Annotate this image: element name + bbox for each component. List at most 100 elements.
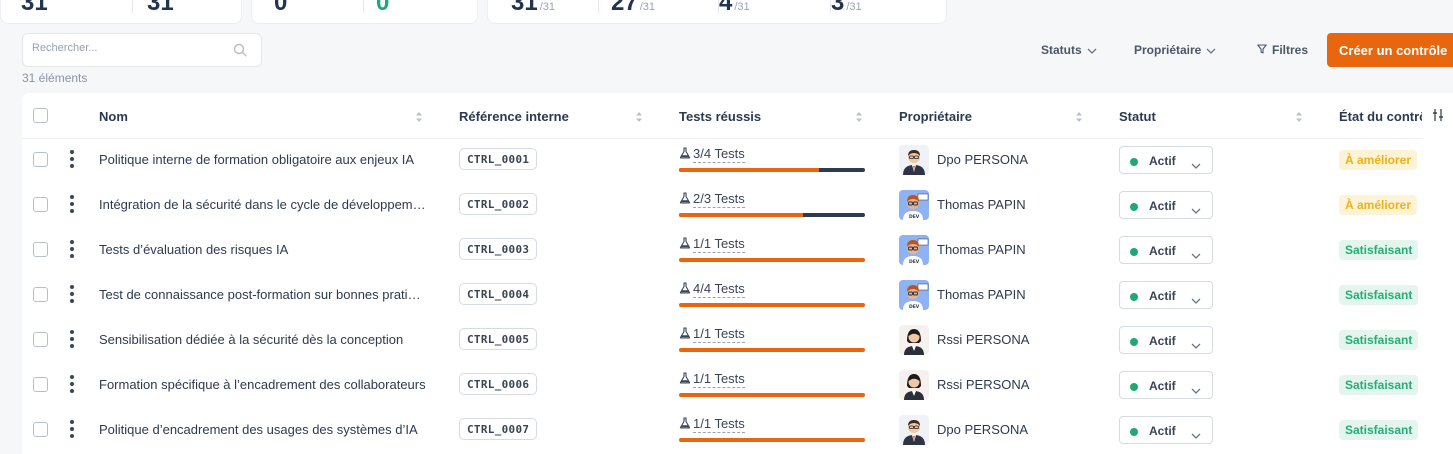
more-vertical-icon[interactable] xyxy=(70,330,76,350)
sort-icon[interactable] xyxy=(635,111,643,123)
table-row[interactable]: Sensibilisation dédiée à la sécurité dès… xyxy=(22,318,1453,363)
column-header-etat[interactable]: État du contrôle xyxy=(1339,109,1422,124)
avatar xyxy=(899,415,929,445)
chevron-down-icon xyxy=(1191,246,1201,264)
table-row[interactable]: Politique interne de formation obligatoi… xyxy=(22,138,1453,183)
stat-card-tests: 31/31 27/31 4/31 3/31 xyxy=(487,0,947,24)
search-box[interactable] xyxy=(22,33,262,67)
status-dot xyxy=(1130,203,1138,211)
control-name[interactable]: Politique interne de formation obligatoi… xyxy=(99,152,415,167)
status-dropdown[interactable]: Actif xyxy=(1119,146,1213,174)
table-row[interactable]: Formation spécifique à l’encadrement des… xyxy=(22,363,1453,408)
column-header-tests[interactable]: Tests réussis xyxy=(679,109,762,124)
status-dropdown[interactable]: Actif xyxy=(1119,371,1213,399)
progress-fill xyxy=(679,348,865,352)
tests-link[interactable]: 1/1 Tests xyxy=(679,371,745,388)
reference-badge[interactable]: CTRL_0006 xyxy=(459,373,538,395)
owner-name: Thomas PAPIN xyxy=(937,242,1026,257)
chevron-down-icon xyxy=(1087,43,1097,57)
search-input[interactable] xyxy=(32,42,222,54)
owner-name: Rssi PERSONA xyxy=(937,332,1030,347)
sort-icon[interactable] xyxy=(1075,111,1083,123)
control-name[interactable]: Politique d’encadrement des usages des s… xyxy=(99,422,418,437)
header-overlay xyxy=(1422,93,1453,139)
avatar: DEV xyxy=(899,235,929,265)
tests-link[interactable]: 4/4 Tests xyxy=(679,281,745,298)
tests-progress-bar xyxy=(679,168,865,172)
column-header-proprietaire[interactable]: Propriétaire xyxy=(899,109,972,124)
status-dropdown[interactable]: Actif xyxy=(1119,416,1213,444)
status-dropdown[interactable]: Actif xyxy=(1119,191,1213,219)
statuts-label: Statuts xyxy=(1041,43,1082,57)
tests-progress-bar xyxy=(679,258,865,262)
owner-name: Thomas PAPIN xyxy=(937,287,1026,302)
tests-link[interactable]: 2/3 Tests xyxy=(679,191,745,208)
tests-link[interactable]: 1/1 Tests xyxy=(679,416,745,433)
state-badge: Satisfaisant xyxy=(1339,420,1419,440)
status-dropdown[interactable]: Actif xyxy=(1119,326,1213,354)
tests-progress-bar xyxy=(679,303,865,307)
tests-link[interactable]: 1/1 Tests xyxy=(679,236,745,253)
row-checkbox[interactable] xyxy=(33,197,48,212)
sort-icon[interactable] xyxy=(855,111,863,123)
sort-icon[interactable] xyxy=(1295,111,1303,123)
stat-total: /31 xyxy=(539,1,555,13)
row-checkbox[interactable] xyxy=(33,242,48,257)
result-count: 31 éléments xyxy=(22,71,88,85)
control-name[interactable]: Tests d’évaluation des risques IA xyxy=(99,242,289,257)
search-icon[interactable] xyxy=(233,43,247,62)
reference-badge[interactable]: CTRL_0001 xyxy=(459,148,538,170)
tests-link[interactable]: 3/4 Tests xyxy=(679,146,745,163)
column-header-reference[interactable]: Référence interne xyxy=(459,109,569,124)
proprietaire-dropdown[interactable]: Propriétaire xyxy=(1134,43,1216,57)
control-name[interactable]: Intégration de la sécurité dans le cycle… xyxy=(99,197,426,212)
create-control-button[interactable]: Créer un contrôle xyxy=(1327,33,1453,67)
tests-link[interactable]: 1/1 Tests xyxy=(679,326,745,343)
row-checkbox[interactable] xyxy=(33,287,48,302)
more-vertical-icon[interactable] xyxy=(70,240,76,260)
filters-button[interactable]: Filtres xyxy=(1257,43,1308,57)
column-header-statut[interactable]: Statut xyxy=(1119,109,1156,124)
control-name[interactable]: Formation spécifique à l’encadrement des… xyxy=(99,377,426,392)
state-badge: Satisfaisant xyxy=(1339,240,1419,260)
control-name[interactable]: Test de connaissance post-formation sur … xyxy=(99,287,426,302)
reference-badge[interactable]: CTRL_0004 xyxy=(459,283,538,305)
more-vertical-icon[interactable] xyxy=(70,150,76,170)
control-name[interactable]: Sensibilisation dédiée à la sécurité dès… xyxy=(99,332,404,347)
row-checkbox[interactable] xyxy=(33,152,48,167)
stat-total: /31 xyxy=(734,1,750,13)
status-label: Actif xyxy=(1149,424,1176,438)
tests-label: 2/3 Tests xyxy=(693,191,745,208)
reference-badge[interactable]: CTRL_0003 xyxy=(459,238,538,260)
column-settings-icon[interactable] xyxy=(1432,108,1444,122)
sort-icon[interactable] xyxy=(415,111,423,123)
more-vertical-icon[interactable] xyxy=(70,195,76,215)
status-dropdown[interactable]: Actif xyxy=(1119,281,1213,309)
row-checkbox[interactable] xyxy=(33,377,48,392)
row-checkbox[interactable] xyxy=(33,332,48,347)
reference-badge[interactable]: CTRL_0005 xyxy=(459,328,538,350)
row-checkbox[interactable] xyxy=(33,422,48,437)
table-header: Nom Référence interne Tests réussis Prop… xyxy=(22,93,1453,139)
divider xyxy=(718,0,719,13)
tests-label: 1/1 Tests xyxy=(693,326,745,343)
progress-fill xyxy=(679,213,804,217)
more-vertical-icon[interactable] xyxy=(70,285,76,305)
table-row[interactable]: Test de connaissance post-formation sur … xyxy=(22,273,1453,318)
reference-badge[interactable]: CTRL_0002 xyxy=(459,193,538,215)
select-all-checkbox[interactable] xyxy=(33,108,48,123)
reference-badge[interactable]: CTRL_0007 xyxy=(459,418,538,440)
table-row[interactable]: Tests d’évaluation des risques IA CTRL_00… xyxy=(22,228,1453,273)
state-badge: À améliorer xyxy=(1339,195,1418,215)
more-vertical-icon[interactable] xyxy=(70,420,76,440)
table-row[interactable]: Intégration de la sécurité dans le cycle… xyxy=(22,183,1453,228)
status-dropdown[interactable]: Actif xyxy=(1119,236,1213,264)
statuts-dropdown[interactable]: Statuts xyxy=(1041,43,1097,57)
column-header-nom[interactable]: Nom xyxy=(99,109,128,124)
status-label: Actif xyxy=(1149,379,1176,393)
filters-label: Filtres xyxy=(1272,43,1309,57)
tests-label: 1/1 Tests xyxy=(693,416,745,433)
table-row[interactable]: Politique d’encadrement des usages des s… xyxy=(22,408,1453,453)
flask-icon xyxy=(679,237,691,252)
more-vertical-icon[interactable] xyxy=(70,375,76,395)
